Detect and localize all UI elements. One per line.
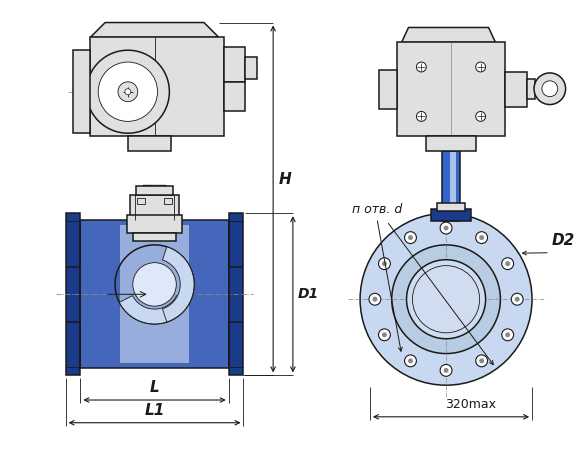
Circle shape (479, 235, 484, 240)
Circle shape (502, 258, 514, 270)
Bar (81, 220, 229, 368)
Bar (442, 151, 460, 221)
Text: D1: D1 (298, 287, 319, 301)
Bar (224, 47, 245, 82)
Bar (90, 38, 224, 136)
Bar (426, 136, 476, 151)
Text: п отв. d: п отв. d (352, 203, 403, 216)
Circle shape (512, 293, 523, 305)
Text: L: L (150, 380, 160, 395)
Circle shape (408, 235, 413, 240)
Bar (165, 198, 172, 204)
Circle shape (476, 355, 488, 367)
Circle shape (476, 232, 488, 243)
Circle shape (382, 261, 387, 266)
Circle shape (360, 213, 532, 385)
Bar (224, 82, 245, 112)
Circle shape (479, 358, 484, 363)
Bar (137, 198, 144, 204)
Bar (120, 225, 189, 363)
Circle shape (369, 293, 381, 305)
Text: D2: D2 (552, 233, 575, 248)
Circle shape (382, 333, 387, 337)
Polygon shape (144, 186, 165, 230)
Circle shape (444, 368, 448, 373)
Circle shape (98, 62, 158, 121)
Text: 320max: 320max (445, 398, 496, 411)
Bar (379, 70, 397, 109)
Bar (72, 50, 90, 133)
Circle shape (133, 263, 176, 306)
Polygon shape (90, 23, 219, 38)
Bar (437, 204, 465, 211)
Text: L1: L1 (144, 403, 165, 418)
Bar (127, 215, 182, 233)
Circle shape (118, 82, 138, 102)
Circle shape (416, 62, 426, 72)
Circle shape (502, 329, 514, 340)
Polygon shape (229, 213, 244, 375)
Circle shape (408, 358, 413, 363)
Bar (245, 57, 258, 79)
Circle shape (440, 364, 452, 376)
Circle shape (542, 81, 558, 97)
Circle shape (505, 261, 510, 266)
Circle shape (86, 50, 169, 133)
Bar (450, 152, 456, 220)
Circle shape (407, 260, 485, 339)
Bar (130, 196, 179, 220)
Circle shape (392, 245, 501, 354)
Bar (432, 209, 471, 221)
Circle shape (476, 112, 485, 121)
Bar (81, 220, 229, 368)
Bar (128, 136, 171, 151)
Circle shape (505, 333, 510, 337)
Circle shape (444, 226, 448, 231)
Circle shape (405, 232, 416, 243)
Polygon shape (66, 213, 81, 375)
Circle shape (405, 355, 416, 367)
Bar (136, 186, 173, 196)
Text: H: H (279, 172, 292, 187)
Bar (527, 79, 535, 98)
Polygon shape (151, 186, 161, 230)
Polygon shape (401, 28, 495, 42)
Polygon shape (119, 295, 190, 324)
Polygon shape (162, 247, 194, 322)
Circle shape (440, 222, 452, 234)
Bar (505, 72, 527, 106)
Circle shape (514, 297, 520, 302)
Circle shape (476, 62, 485, 72)
Circle shape (125, 89, 131, 95)
Circle shape (372, 297, 378, 302)
Circle shape (534, 73, 566, 105)
Bar (133, 233, 176, 241)
Circle shape (416, 112, 426, 121)
Circle shape (379, 329, 390, 340)
Bar (397, 42, 505, 136)
Circle shape (379, 258, 390, 270)
